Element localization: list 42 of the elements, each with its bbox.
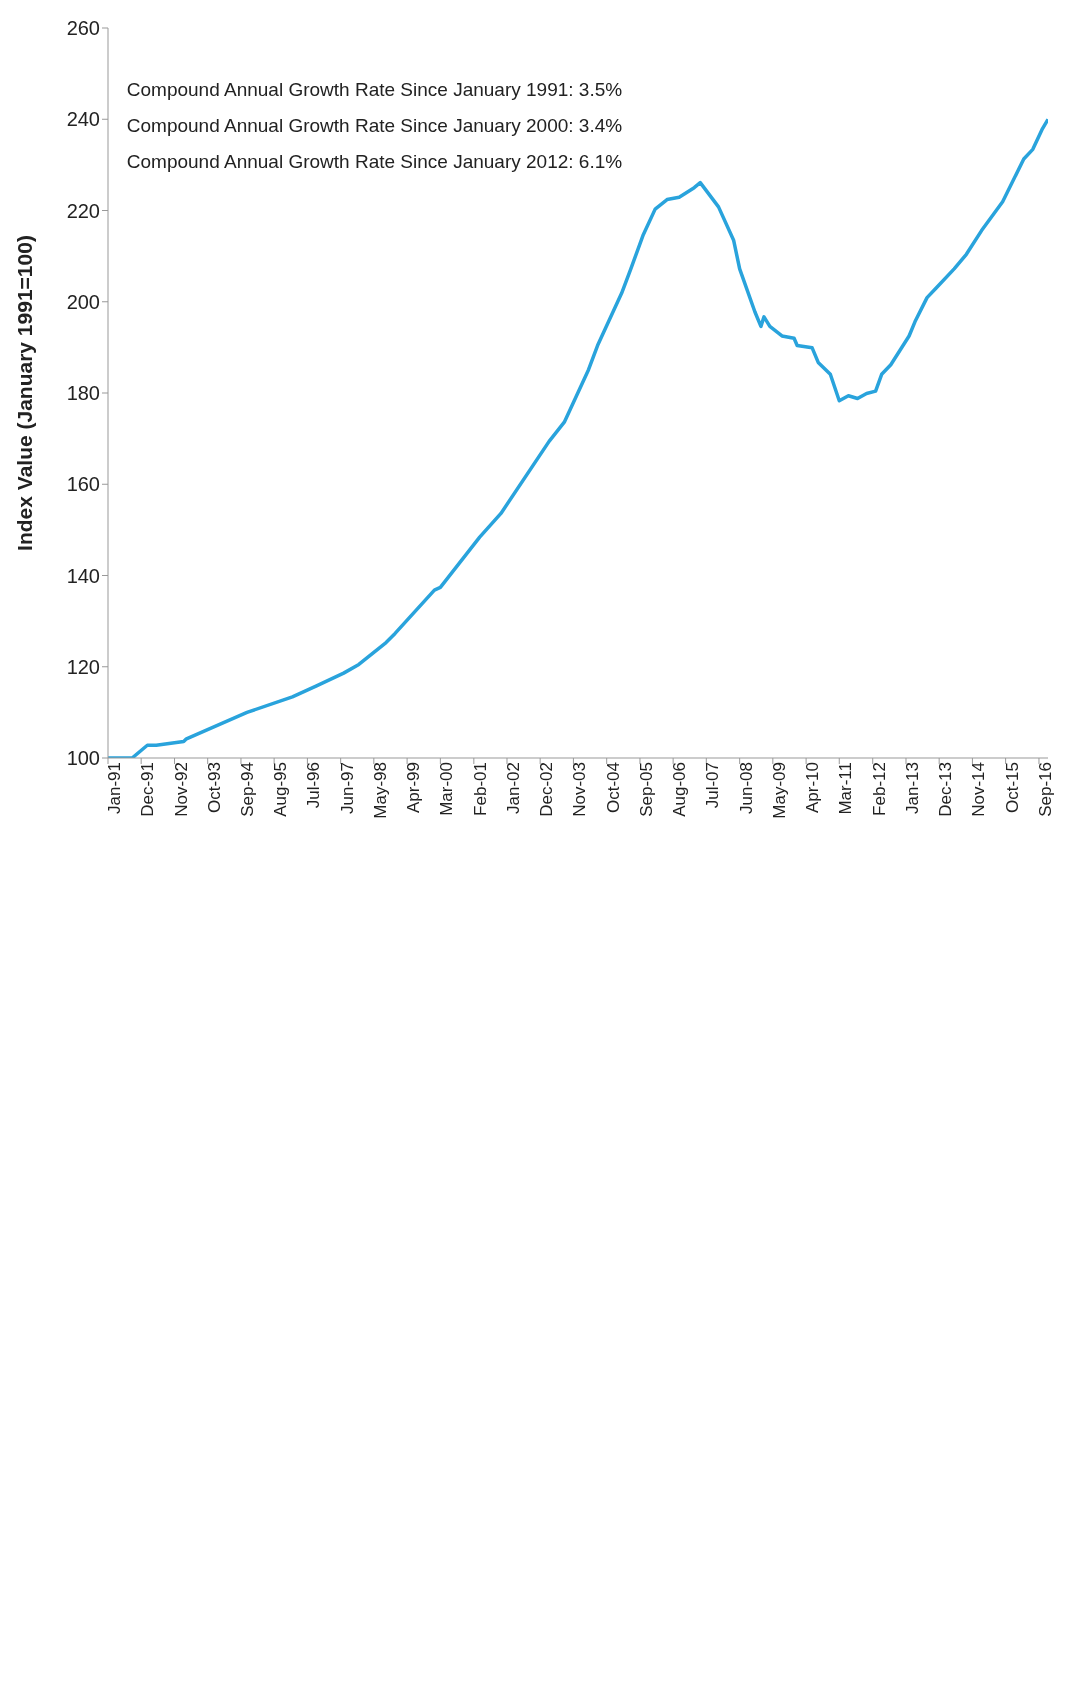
- annotation: Compound Annual Growth Rate Since January 2012: 6.1%: [126, 149, 623, 174]
- y-tick-label: 160: [66, 473, 100, 496]
- x-tick-label: Jun-97: [337, 762, 357, 814]
- x-tick-label: Jan-13: [903, 762, 923, 814]
- y-axis-title: Index Value (January 1991=100): [13, 235, 37, 551]
- x-tick-label: Apr-10: [803, 762, 823, 814]
- x-tick-label: Dec-13: [936, 762, 956, 817]
- x-tick-label: Sep-16: [1036, 762, 1056, 817]
- y-tick-label: 100: [66, 747, 100, 770]
- x-tick-label: Nov-03: [570, 762, 590, 817]
- x-tick-label: Jan-02: [504, 762, 524, 814]
- x-tick-label: Jul-07: [703, 762, 723, 809]
- x-tick-label: May-09: [769, 762, 789, 819]
- y-tick-label: 240: [66, 108, 100, 131]
- y-tick-label: 220: [66, 199, 100, 222]
- y-tick-label: 120: [66, 655, 100, 678]
- annotation: Compound Annual Growth Rate Since January 1991: 3.5%: [126, 77, 623, 102]
- y-tick-label: 260: [66, 17, 100, 40]
- x-tick-label: May-98: [370, 762, 390, 819]
- x-tick-label: Oct-93: [204, 762, 224, 814]
- x-tick-label: Feb-12: [869, 762, 889, 816]
- x-tick-label: Aug-95: [271, 762, 291, 817]
- x-tick-label: Oct-04: [603, 762, 623, 814]
- x-tick-label: Sep-05: [637, 762, 657, 817]
- x-tick-label: Mar-11: [836, 762, 856, 815]
- x-tick-label: Dec-02: [537, 762, 557, 817]
- x-tick-label: Nov-92: [171, 762, 191, 817]
- x-tick-label: Sep-94: [238, 762, 258, 817]
- x-tick-label: Jun-08: [736, 762, 756, 814]
- annotation: Compound Annual Growth Rate Since January 2000: 3.4%: [126, 113, 623, 138]
- x-tick-label: Nov-14: [969, 762, 989, 817]
- x-tick-label: Aug-06: [670, 762, 690, 817]
- x-tick-label: Oct-15: [1002, 762, 1022, 814]
- x-tick-label: Feb-01: [470, 762, 490, 816]
- y-tick-label: 180: [66, 382, 100, 405]
- y-tick-label: 140: [66, 564, 100, 587]
- x-tick-label: Mar-00: [437, 762, 457, 816]
- x-tick-label: Jul-96: [304, 762, 324, 809]
- x-tick-label: Apr-99: [404, 762, 424, 814]
- x-tick-label: Dec-91: [138, 762, 158, 817]
- x-tick-label: Jan-91: [105, 762, 125, 814]
- y-tick-label: 200: [66, 290, 100, 313]
